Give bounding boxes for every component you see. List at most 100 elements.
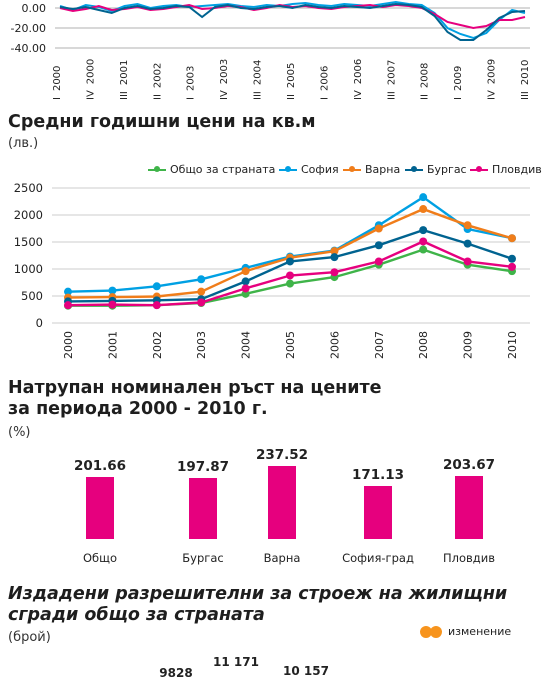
series-line-2: [59, 2, 526, 41]
series-point-1: [197, 275, 206, 284]
series-point-4: [463, 257, 472, 266]
series-point-3: [419, 226, 428, 235]
series-point-2: [419, 205, 428, 214]
series-point-4: [508, 262, 516, 271]
permits-legend-marker-icon: [420, 625, 442, 638]
series-point-2: [374, 224, 383, 233]
growth-bar: [455, 476, 483, 539]
y-tick-label: -40.00: [11, 42, 46, 55]
legend-label: Бургас: [427, 163, 467, 176]
x-tick-label: 2006: [328, 331, 341, 359]
y-tick-label: -20.00: [11, 22, 46, 35]
series-point-4: [64, 301, 72, 310]
growth-bar: [268, 466, 296, 539]
legend-label: София: [301, 163, 339, 176]
series-point-2: [508, 234, 516, 243]
x-tick-label: I2000: [52, 66, 63, 100]
legend-entry-1: София: [279, 163, 339, 176]
x-tick-label: III2001: [119, 60, 130, 100]
growth-bar-category: София-град: [342, 551, 414, 565]
y-tick-label: 2500: [14, 181, 43, 195]
x-tick-label: IV2003: [219, 59, 230, 100]
x-tick-label: III2004: [253, 60, 264, 100]
x-tick-label: 2007: [373, 331, 386, 359]
series-point-0: [286, 279, 294, 288]
y-tick-label: 1000: [14, 262, 43, 276]
series-line-3: [67, 228, 513, 303]
x-tick-label: 2000: [62, 331, 75, 359]
growth-bar: [189, 478, 217, 539]
series-point-3: [286, 257, 294, 266]
growth-bar: [364, 486, 392, 539]
growth-bar-value: 201.66: [73, 458, 127, 475]
avg-price-title: Средни годишни цени на кв.м: [8, 112, 316, 132]
legend-label: Варна: [365, 163, 401, 176]
x-tick-label: IV2000: [85, 59, 96, 100]
series-point-3: [330, 253, 339, 262]
permits-legend-label: изменение: [448, 625, 512, 638]
series-point-3: [463, 239, 472, 248]
x-tick-label: I2009: [453, 66, 464, 100]
growth-bar-value: 203.67: [442, 457, 496, 474]
avg-price-chart: 0 500 1000 1500 2000 2500 2000 2001 2002 2003 2004…: [14, 181, 530, 359]
series-point-1: [64, 287, 72, 296]
legend-swatch-icon: [279, 165, 297, 172]
series-point-2: [197, 287, 206, 296]
legend-entry-0: Общо за страната: [148, 163, 275, 176]
x-tick-label: III2007: [386, 60, 397, 100]
quarterly-change-chart: 0.00 -20.00 -40.00 I2000 IV2000 III2001 II2002…: [11, 0, 531, 100]
x-tick-label: II2002: [152, 63, 163, 100]
permit-value-1: 9828: [159, 666, 193, 680]
x-tick-label: 2004: [240, 331, 253, 359]
x-tick-label: IV2006: [353, 59, 364, 100]
x-tick-label: 2003: [195, 331, 208, 359]
y-tick-label: 0.00: [22, 2, 47, 15]
x-tick-label: II2005: [286, 63, 297, 100]
series-point-3: [374, 241, 383, 250]
growth-bar-category: Бургас: [182, 551, 224, 565]
x-tick-label: IV2009: [487, 59, 498, 100]
x-tick-label: II2008: [420, 63, 431, 100]
permit-value-3: 10 157: [283, 664, 329, 678]
series-point-4: [419, 237, 428, 246]
x-tick-label: 2001: [106, 331, 119, 359]
growth-title-line1: Натрупан номинален ръст на цените: [8, 378, 382, 398]
legend-label: Пловдив: [492, 163, 542, 176]
series-point-1: [419, 193, 428, 202]
series-point-2: [330, 247, 339, 256]
series-point-3: [241, 277, 250, 286]
growth-bar-category: Варна: [263, 551, 301, 565]
legend-swatch-icon: [470, 165, 488, 172]
growth-bar-value: 197.87: [176, 459, 230, 476]
series-point-4: [197, 298, 206, 307]
legend-swatch-icon: [343, 165, 361, 172]
legend-swatch-icon: [405, 165, 423, 172]
y-tick-label: 1500: [14, 235, 43, 249]
x-tick-label: 2010: [506, 331, 519, 359]
legend-entry-3: Бургас: [405, 163, 467, 176]
growth-bar-value: 171.13: [351, 467, 405, 484]
x-tick-label: 2008: [417, 331, 430, 359]
y-tick-label: 500: [21, 289, 43, 303]
legend-swatch-icon: [148, 165, 166, 172]
growth-bar-category: Пловдив: [442, 551, 495, 565]
y-tick-label: 0: [36, 316, 43, 330]
avg-price-unit: (лв.): [8, 136, 39, 151]
legend-entry-2: Варна: [343, 163, 400, 176]
series-point-1: [108, 286, 117, 295]
x-tick-label: 2009: [462, 331, 475, 359]
growth-unit: (%): [8, 425, 31, 440]
legend-label: Общо за страната: [170, 163, 276, 176]
growth-title-line2: за периода 2000 - 2010 г.: [8, 399, 268, 419]
growth-bar: [86, 477, 114, 539]
legend-entry-4: Пловдив: [470, 163, 542, 176]
series-point-4: [286, 271, 294, 280]
series-point-4: [241, 284, 250, 293]
series-point-3: [508, 254, 516, 263]
x-tick-label: III2010: [520, 60, 531, 100]
series-point-4: [152, 301, 161, 310]
x-tick-label: I2006: [319, 66, 330, 100]
x-tick-label: 2002: [151, 331, 164, 359]
series-point-4: [374, 257, 383, 266]
x-tick-label: I2003: [186, 66, 197, 100]
